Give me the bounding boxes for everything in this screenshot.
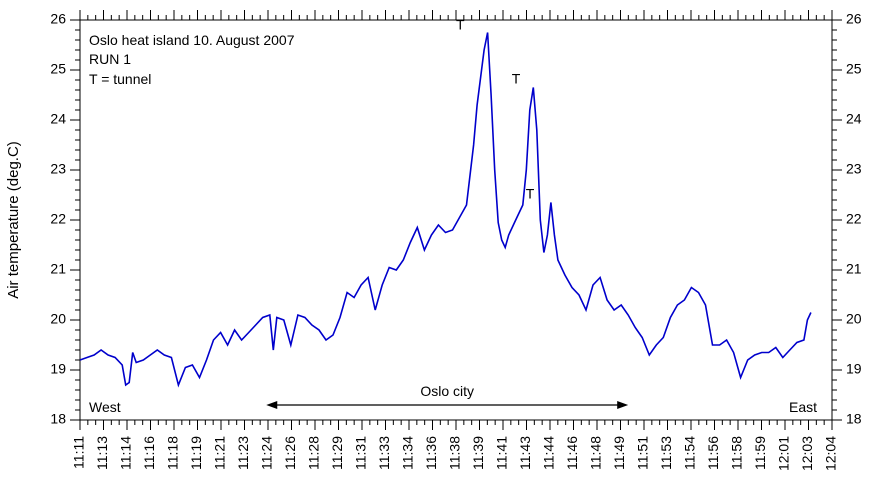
y-tick-label-right: 24 bbox=[846, 111, 862, 127]
x-tick-label: 11:39 bbox=[470, 436, 486, 470]
x-tick-label: 11:16 bbox=[141, 436, 157, 470]
x-tick-label: 11:29 bbox=[329, 436, 345, 470]
x-tick-label: 11:48 bbox=[588, 436, 604, 470]
y-tick-label-left: 24 bbox=[50, 111, 66, 127]
city-span-arrow bbox=[266, 401, 629, 409]
x-tick-label: 11:51 bbox=[635, 436, 651, 470]
y-axis: 18 18 19 19 20 20 21 21 22 22 23 23 24 24 25 25 26 26 bbox=[50, 11, 861, 427]
x-tick-label: 11:49 bbox=[611, 436, 627, 470]
tunnel-marker: T bbox=[526, 186, 535, 202]
x-tick-label: 11:56 bbox=[705, 436, 721, 470]
x-tick-label: 11:36 bbox=[423, 436, 439, 470]
x-tick-label: 11:11 bbox=[71, 436, 87, 469]
arrowhead-left bbox=[266, 401, 278, 409]
y-tick-label-right: 26 bbox=[846, 11, 862, 27]
y-tick-label-right: 18 bbox=[846, 411, 862, 427]
x-tick-label: 11:41 bbox=[494, 436, 510, 470]
y-tick-label-right: 22 bbox=[846, 211, 862, 227]
x-tick-label: 11:54 bbox=[682, 436, 698, 470]
x-tick-label: 11:26 bbox=[282, 436, 298, 470]
y-tick-label-left: 23 bbox=[50, 161, 66, 177]
title-line-1: Oslo heat island 10. August 2007 bbox=[89, 32, 295, 48]
plot-frame bbox=[79, 19, 833, 421]
x-tick-label: 11:28 bbox=[306, 436, 322, 470]
x-tick-label: 11:38 bbox=[447, 436, 463, 470]
x-tick-label: 11:34 bbox=[400, 436, 416, 470]
y-tick-label-left: 26 bbox=[50, 11, 66, 27]
x-tick-label: 11:43 bbox=[517, 436, 533, 470]
x-tick-label: 11:19 bbox=[188, 436, 204, 470]
tunnel-markers: T T T bbox=[456, 17, 535, 202]
x-tick-label: 11:24 bbox=[259, 436, 275, 470]
y-tick-label-right: 23 bbox=[846, 161, 862, 177]
x-tick-label: 11:13 bbox=[94, 436, 110, 470]
temperature-series-line bbox=[79, 32, 812, 388]
x-tick-label: 11:33 bbox=[376, 436, 392, 470]
x-tick-label: 11:46 bbox=[564, 436, 580, 470]
east-label: East bbox=[789, 399, 817, 415]
title-line-2: RUN 1 bbox=[89, 51, 131, 67]
x-tick-label: 11:21 bbox=[212, 436, 228, 470]
x-tick-label: 11:14 bbox=[118, 436, 134, 470]
tunnel-marker: T bbox=[456, 17, 465, 33]
x-tick-label: 12:04 bbox=[823, 436, 839, 471]
x-tick-label: 12:03 bbox=[799, 436, 815, 471]
x-tick-label: 11:59 bbox=[752, 436, 768, 470]
y-tick-label-right: 21 bbox=[846, 261, 862, 277]
x-tick-label: 11:23 bbox=[235, 436, 251, 470]
x-tick-label: 11:18 bbox=[165, 436, 181, 470]
y-tick-label-right: 25 bbox=[846, 61, 862, 77]
west-label: West bbox=[89, 399, 121, 415]
title-line-3: T = tunnel bbox=[89, 71, 151, 87]
city-label: Oslo city bbox=[420, 383, 474, 399]
annotations: Oslo heat island 10. August 2007 RUN 1 T… bbox=[89, 32, 817, 415]
x-tick-label: 11:44 bbox=[541, 436, 557, 470]
tunnel-marker: T bbox=[512, 71, 521, 87]
x-axis: 11:11 11:13 11:14 11:16 11:18 11:19 11:21 11:23… bbox=[71, 10, 839, 471]
x-tick-label: 11:31 bbox=[353, 436, 369, 470]
y-tick-label-right: 20 bbox=[846, 311, 862, 327]
y-tick-label-left: 21 bbox=[50, 261, 66, 277]
x-tick-label: 11:53 bbox=[658, 436, 674, 470]
y-tick-label-right: 19 bbox=[846, 361, 862, 377]
y-tick-label-left: 25 bbox=[50, 61, 66, 77]
x-tick-label: 11:58 bbox=[729, 436, 745, 470]
x-tick-label: 12:01 bbox=[776, 436, 792, 471]
y-tick-label-left: 22 bbox=[50, 211, 66, 227]
arrowhead-right bbox=[617, 401, 629, 409]
y-tick-label-left: 18 bbox=[50, 411, 66, 427]
y-axis-label: Air temperature (deg.C) bbox=[5, 141, 22, 299]
y-tick-label-left: 20 bbox=[50, 311, 66, 327]
y-tick-label-left: 19 bbox=[50, 361, 66, 377]
